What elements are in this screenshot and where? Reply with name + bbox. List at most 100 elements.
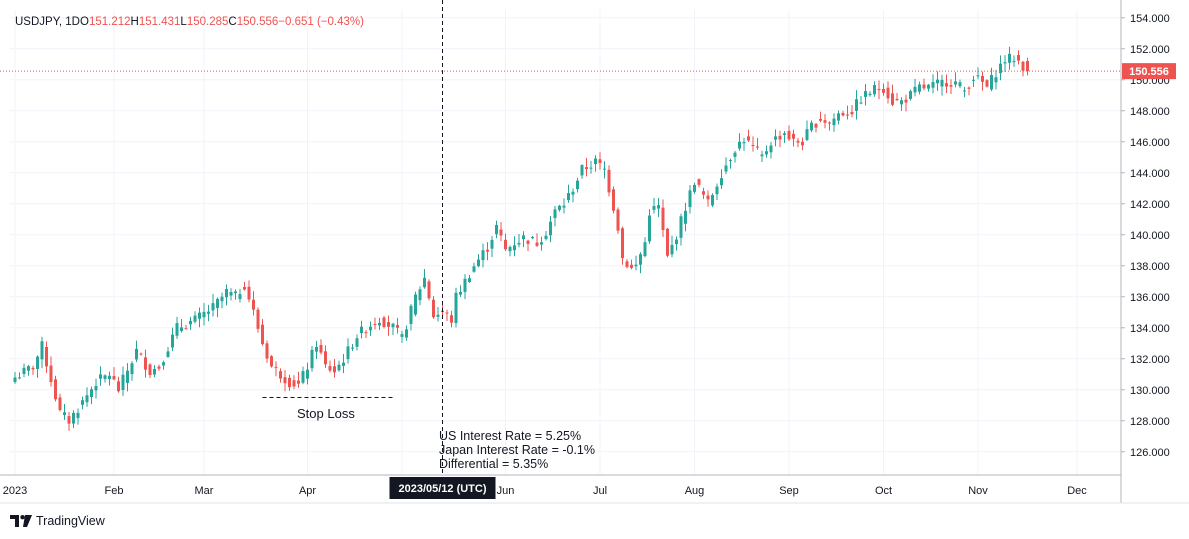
candle-up: [13, 377, 17, 383]
candle-up: [594, 158, 597, 165]
low-label: L: [180, 16, 187, 28]
tradingview-brand[interactable]: TradingView: [10, 514, 105, 528]
candle-up: [567, 193, 570, 201]
candle-up: [549, 221, 552, 236]
candle-down: [625, 261, 629, 267]
candle-down: [265, 343, 269, 359]
candle-down: [382, 317, 386, 327]
symbol-label[interactable]: USDJPY, 1D: [15, 16, 80, 28]
candle-up: [873, 84, 876, 95]
high-label: H: [130, 16, 139, 28]
candle-down: [702, 191, 705, 195]
x-tick-label: Dec: [1067, 485, 1087, 497]
candle-down: [139, 353, 143, 355]
stop-loss-label[interactable]: Stop Loss: [297, 406, 355, 421]
candle-down: [270, 356, 273, 367]
candle-up: [940, 79, 944, 87]
candle-down: [54, 379, 57, 400]
candle-up: [409, 305, 413, 324]
candle-down: [261, 324, 264, 345]
candle-up: [198, 312, 201, 319]
candle-down: [616, 209, 620, 231]
candle-down: [985, 80, 989, 87]
candle-up: [63, 412, 66, 416]
candle-down: [243, 286, 246, 290]
candle-up: [693, 184, 696, 192]
candle-down: [922, 84, 926, 89]
candle-down: [252, 299, 255, 310]
interest-rate-note[interactable]: US Interest Rate = 5.25% Japan Interest …: [439, 429, 595, 471]
candle-up: [859, 102, 863, 104]
candle-up: [391, 323, 395, 328]
candle-up: [760, 154, 764, 157]
candle-down: [846, 114, 849, 116]
candle-up: [733, 152, 737, 157]
candle-up: [648, 215, 651, 242]
candle-down: [666, 228, 669, 256]
close-value: 150.556: [236, 16, 279, 28]
candle-up: [810, 122, 813, 131]
y-tick-label: 138.000: [1130, 261, 1170, 273]
candle-up: [175, 323, 179, 336]
candle-up: [40, 341, 44, 360]
candle-up: [153, 368, 156, 375]
candle-up: [918, 84, 921, 92]
x-axis-labels[interactable]: 2023FebMarAprMayJunJulAugSepOctNovDec: [3, 485, 1088, 497]
candle-up: [742, 142, 746, 144]
candle-up: [162, 362, 165, 366]
candle-up: [990, 75, 993, 90]
open-value: 151.212: [88, 16, 131, 28]
candle-up: [405, 329, 408, 338]
candle-up: [99, 374, 102, 379]
y-tick-label: 146.000: [1130, 137, 1170, 149]
candle-down: [535, 242, 539, 246]
candle-up: [517, 242, 521, 245]
candle-up: [1008, 53, 1011, 63]
candle-up: [531, 236, 534, 239]
candle-up: [220, 296, 224, 302]
candle-up: [454, 292, 458, 324]
candle-down: [67, 416, 71, 424]
y-axis-labels[interactable]: 154.000152.000150.000148.000146.000144.0…: [1130, 13, 1170, 459]
candle-down: [751, 145, 755, 147]
candle-up: [738, 141, 741, 149]
candle-down: [486, 249, 489, 252]
candle-down: [427, 281, 431, 299]
candle-up: [202, 311, 206, 318]
candle-up: [369, 326, 372, 331]
candle-down: [823, 120, 827, 123]
candle-up: [81, 400, 84, 405]
candles: [13, 46, 1029, 431]
candle-down: [450, 315, 453, 323]
candle-up: [729, 160, 732, 162]
candle-down: [967, 87, 971, 89]
candle-up: [571, 191, 575, 195]
x-tick-label: Apr: [299, 485, 316, 497]
candle-down: [333, 366, 336, 373]
candle-up: [868, 93, 872, 96]
axes: [0, 0, 1189, 504]
candle-down: [796, 140, 800, 143]
candle-down: [841, 112, 845, 116]
candle-up: [684, 210, 687, 224]
candle-up: [301, 370, 305, 383]
candle-up: [400, 334, 404, 337]
candle-down: [288, 377, 291, 388]
candle-down: [1026, 60, 1029, 72]
candle-up: [675, 239, 678, 245]
candle-down: [58, 397, 62, 411]
candle-up: [351, 347, 354, 349]
y-tick-label: 152.000: [1130, 44, 1170, 56]
candle-up: [670, 244, 674, 255]
candle-up: [765, 151, 768, 155]
grid: [10, 10, 1121, 475]
candle-up: [90, 389, 93, 398]
candle-up: [679, 216, 683, 238]
candle-up: [121, 374, 125, 391]
candle-up: [634, 264, 638, 267]
candle-up: [360, 326, 363, 334]
candle-up: [513, 245, 516, 251]
y-tick-label: 144.000: [1130, 168, 1170, 180]
candle-down: [297, 380, 300, 384]
